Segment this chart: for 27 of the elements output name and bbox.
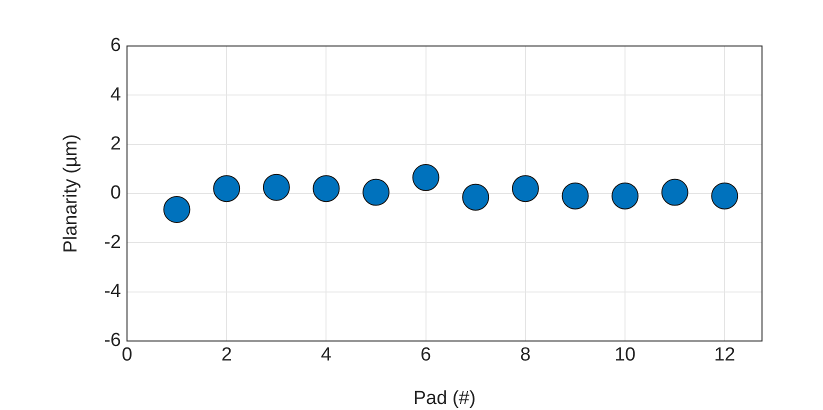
point: [213, 175, 240, 202]
point: [661, 178, 688, 206]
point: [612, 182, 639, 210]
y-tick-label: 0: [110, 182, 121, 204]
y-tick-label: 2: [110, 134, 121, 155]
y-tick-label: 6: [110, 35, 121, 56]
x-tick-label: 6: [420, 344, 432, 366]
y-tick-label: -2: [104, 232, 121, 253]
point: [462, 184, 490, 211]
y-tick-label: -4: [104, 281, 122, 302]
x-tick-label: 12: [714, 344, 736, 366]
point: [562, 182, 589, 210]
x-tick-label: 10: [614, 344, 636, 366]
point: [711, 182, 738, 210]
y-tick-label: -6: [104, 330, 121, 352]
point: [312, 175, 340, 202]
point: [362, 178, 390, 206]
x-tick-label: 8: [520, 344, 531, 366]
point: [163, 196, 190, 223]
y-tick-label: 4: [110, 84, 122, 106]
y-axis-title: Planarity (µm): [60, 134, 82, 253]
x-axis-title: Pad (#): [413, 388, 476, 409]
x-tick-label: 4: [320, 344, 332, 366]
point: [412, 164, 440, 192]
point: [262, 174, 290, 201]
point: [512, 175, 539, 202]
x-tick-label: 2: [221, 344, 232, 366]
